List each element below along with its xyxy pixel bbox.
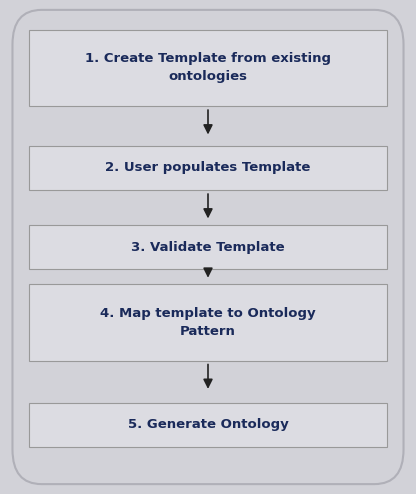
FancyBboxPatch shape bbox=[29, 146, 387, 190]
Text: 4. Map template to Ontology
Pattern: 4. Map template to Ontology Pattern bbox=[100, 307, 316, 338]
FancyBboxPatch shape bbox=[29, 30, 387, 106]
FancyBboxPatch shape bbox=[29, 284, 387, 361]
Text: 5. Generate Ontology: 5. Generate Ontology bbox=[128, 418, 288, 431]
FancyBboxPatch shape bbox=[29, 403, 387, 447]
Text: 3. Validate Template: 3. Validate Template bbox=[131, 241, 285, 253]
Text: 1. Create Template from existing
ontologies: 1. Create Template from existing ontolog… bbox=[85, 52, 331, 83]
FancyBboxPatch shape bbox=[12, 10, 404, 484]
Text: 2. User populates Template: 2. User populates Template bbox=[105, 162, 311, 174]
FancyBboxPatch shape bbox=[29, 225, 387, 269]
